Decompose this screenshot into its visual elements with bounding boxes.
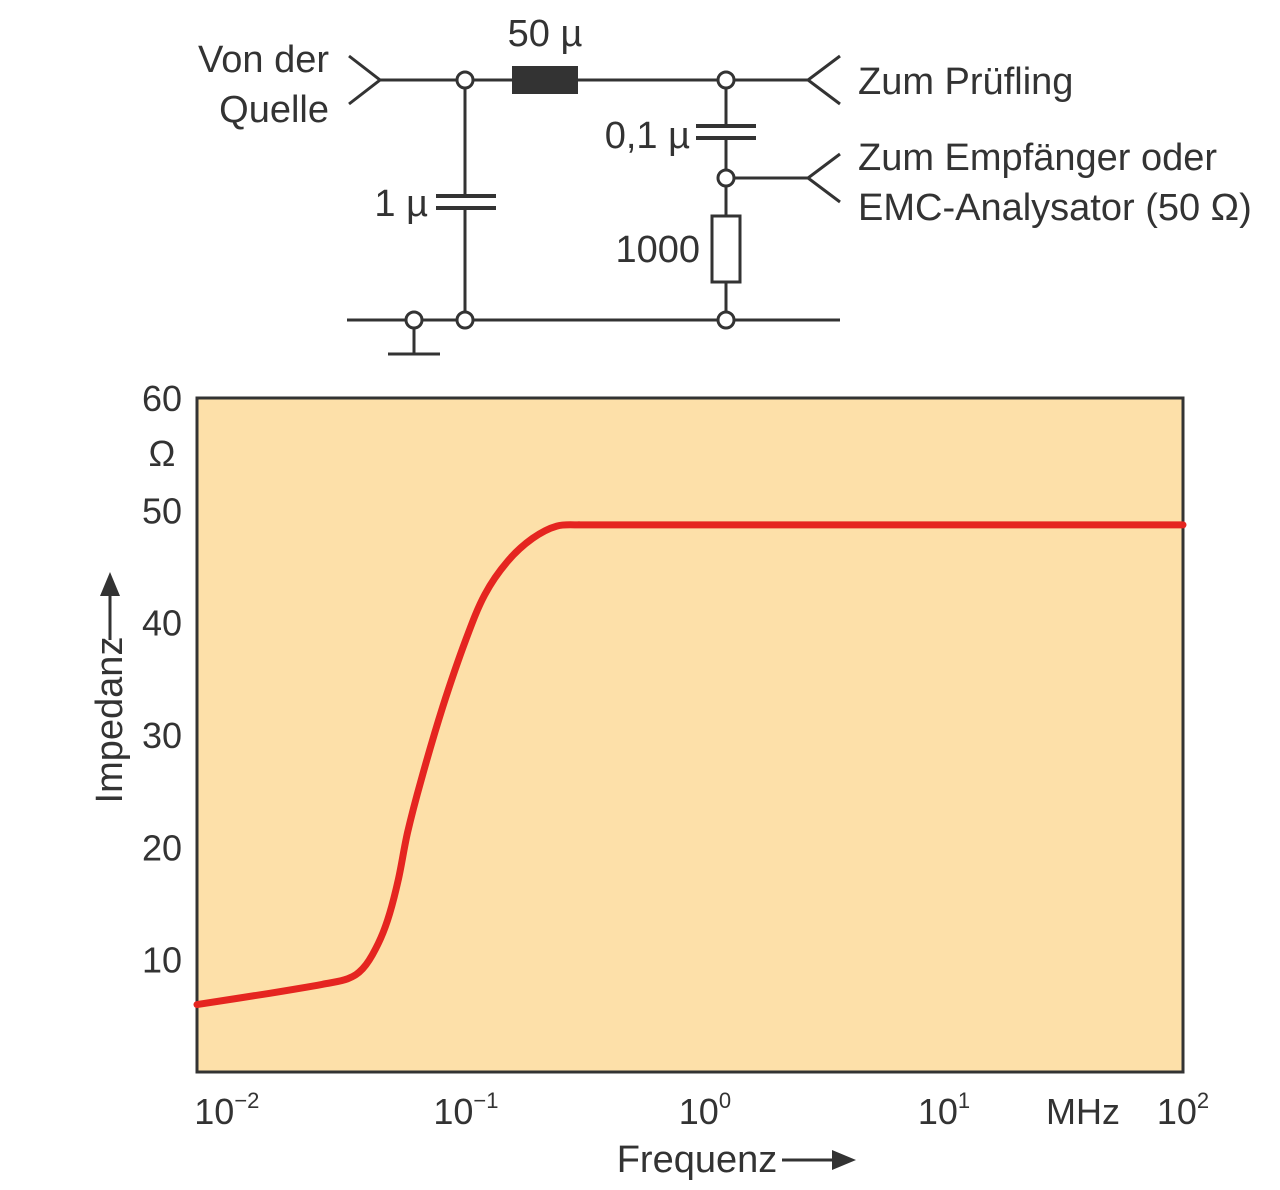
x-tick-base: 10 [918, 1091, 958, 1132]
resistor-1000 [710, 214, 742, 284]
x-axis-arrow [782, 1150, 856, 1170]
x-tick-exponent: 0 [719, 1088, 731, 1113]
x-tick-label: 10−2 [194, 1088, 259, 1132]
plot-area [195, 396, 1185, 1074]
cap1-label: 1 µ [374, 183, 428, 225]
x-tick-labels: 10−2 10−1 100 101 102 [194, 1088, 1209, 1132]
cap2-label: 0,1 µ [605, 115, 690, 157]
node-top-right [716, 70, 736, 90]
y-tick-labels: 10 20 30 40 50 60 [142, 378, 182, 981]
receiver-label-line2: EMC-Analysator (50 Ω) [858, 187, 1252, 229]
y-axis-arrow [100, 572, 120, 640]
x-tick-base: 10 [1157, 1091, 1197, 1132]
dut-connector [805, 54, 841, 106]
x-tick-exponent: 2 [1197, 1088, 1209, 1113]
x-tick-base: 10 [679, 1091, 719, 1132]
receiver-label-line1: Zum Empfänger oder [858, 137, 1217, 179]
inductor-50u [512, 66, 578, 94]
x-tick-label: 102 [1157, 1088, 1209, 1132]
y-axis-title: Impedanz [89, 637, 131, 804]
y-unit-label: Ω [149, 433, 176, 474]
node-bottom-right [716, 310, 736, 330]
x-tick-label: 101 [918, 1088, 970, 1132]
node-receiver [716, 168, 736, 188]
x-unit-label: MHz [1046, 1091, 1120, 1132]
node-ground [404, 310, 424, 330]
x-tick-label: 100 [679, 1088, 731, 1132]
source-connector [348, 54, 383, 106]
y-tick-label: 40 [142, 603, 182, 644]
x-tick-exponent: −2 [234, 1088, 259, 1113]
y-axis-label: Impedanz [89, 637, 131, 804]
x-tick-label: 10−1 [433, 1088, 498, 1132]
source-label-line1: Von der [198, 39, 329, 81]
node-top-left [455, 70, 475, 90]
y-tick-label: 60 [142, 378, 182, 419]
circuit-labels: Von der Quelle 50 µ 1 µ 0,1 µ 1000 Zum P… [198, 13, 1252, 271]
y-tick-label: 50 [142, 490, 182, 531]
y-tick-label: 10 [142, 940, 182, 981]
dut-label: Zum Prüfling [858, 61, 1073, 103]
resistor-label: 1000 [615, 229, 700, 271]
y-tick-label: 30 [142, 715, 182, 756]
inductor-label: 50 µ [508, 13, 583, 55]
circuit-diagram [347, 54, 841, 356]
x-tick-exponent: 1 [958, 1088, 970, 1113]
node-bottom-left [455, 310, 475, 330]
x-tick-base: 10 [194, 1091, 234, 1132]
y-tick-label: 20 [142, 827, 182, 868]
x-tick-exponent: −1 [473, 1088, 498, 1113]
x-axis-label: Frequenz [617, 1139, 778, 1181]
x-tick-base: 10 [433, 1091, 473, 1132]
impedance-curve [193, 521, 1187, 1009]
receiver-connector [805, 152, 841, 204]
source-label-line2: Quelle [219, 89, 329, 131]
